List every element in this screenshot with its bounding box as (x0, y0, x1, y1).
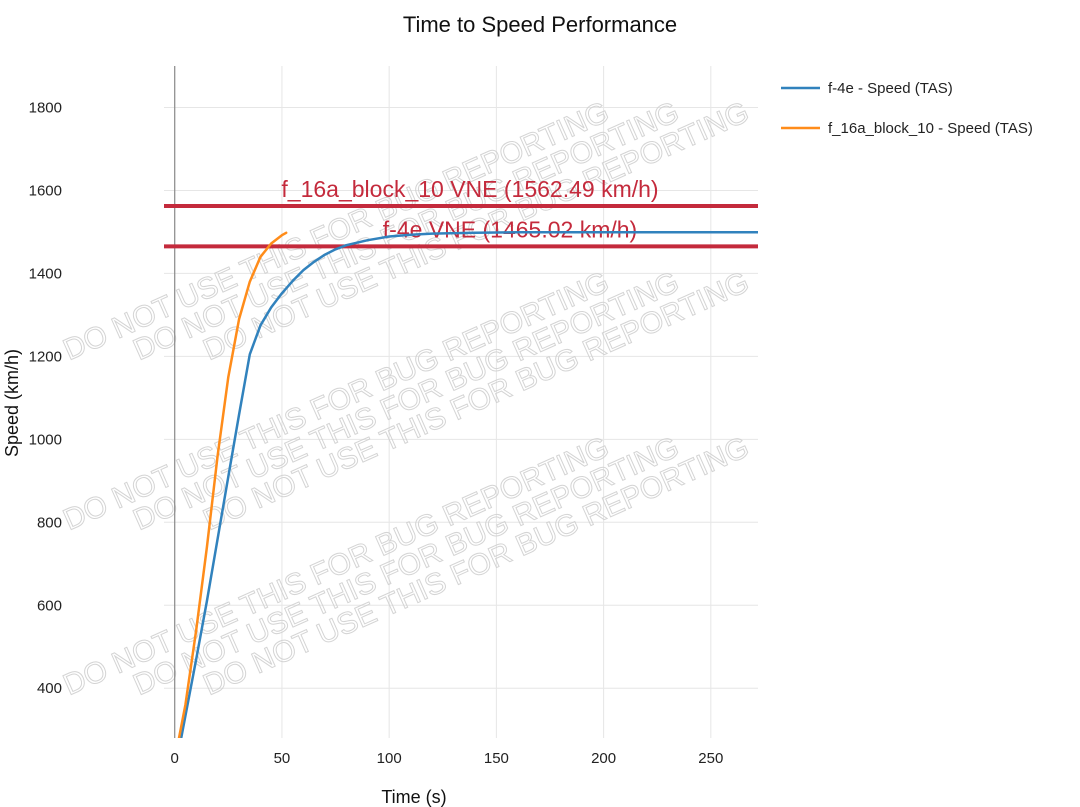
tick-labels: 400 600 800 1000 1200 1400 1600 1800 0 50 100 150 20… (29, 99, 724, 767)
x-tick-label: 250 (698, 750, 723, 767)
x-tick-label: 50 (274, 750, 291, 767)
reference-line-label: f-4e VNE (1465.02 km/h) (383, 216, 637, 242)
y-tick-label: 1600 (29, 182, 62, 199)
y-tick-label: 1200 (29, 348, 62, 365)
y-tick-label: 1400 (29, 265, 62, 282)
gridlines (164, 66, 758, 738)
legend-label: f_16a_block_10 - Speed (TAS) (828, 120, 1033, 137)
legend-label: f-4e - Speed (TAS) (828, 80, 953, 97)
y-tick-label: 800 (37, 514, 62, 531)
x-tick-label: 200 (591, 750, 616, 767)
x-tick-label: 150 (484, 750, 509, 767)
y-tick-label: 1800 (29, 99, 62, 116)
y-tick-label: 600 (37, 597, 62, 614)
y-axis-title: Speed (km/h) (2, 349, 22, 457)
series-line (177, 231, 288, 738)
series-lines (177, 231, 758, 738)
y-tick-label: 400 (37, 680, 62, 697)
chart-title: Time to Speed Performance (403, 12, 677, 37)
legend: f-4e - Speed (TAS) f_16a_block_10 - Speed… (781, 80, 1033, 137)
reference-line-label: f_16a_block_10 VNE (1562.49 km/h) (281, 176, 658, 202)
x-tick-label: 0 (171, 750, 179, 767)
x-axis-title: Time (s) (381, 787, 446, 807)
reference-lines: f_16a_block_10 VNE (1562.49 km/h) f-4e VN… (164, 176, 758, 249)
x-tick-label: 100 (377, 750, 402, 767)
series-line (179, 231, 758, 738)
y-tick-label: 1000 (29, 431, 62, 448)
